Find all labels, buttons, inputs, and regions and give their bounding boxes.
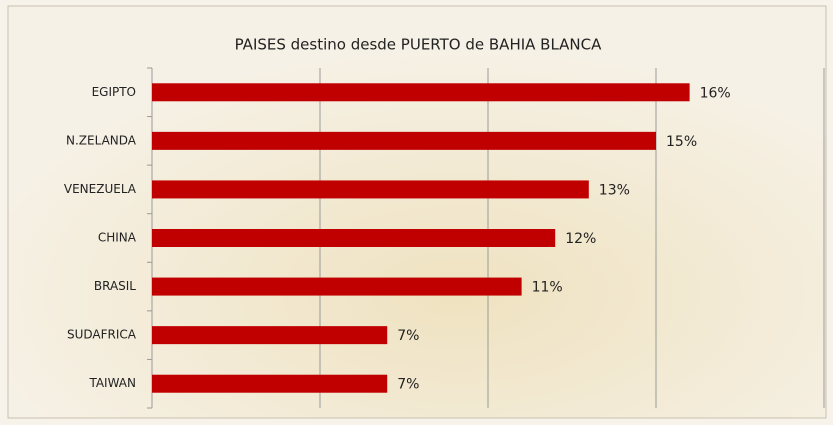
y-tick-label: N.ZELANDA: [66, 133, 137, 147]
data-label: 15%: [666, 134, 697, 150]
bar: [152, 131, 656, 150]
chart-title: PAISES destino desde PUERTO de BAHIA BLA…: [235, 36, 603, 54]
y-tick-label: TAIWAN: [88, 376, 136, 390]
chart-frame: [7, 5, 827, 419]
bar: [152, 277, 522, 296]
bar: [152, 83, 690, 102]
y-tick-label: SUDAFRICA: [67, 328, 137, 342]
y-tick-label: CHINA: [98, 231, 137, 245]
data-label: 16%: [700, 85, 731, 101]
bar: [152, 326, 388, 345]
data-label: 13%: [599, 182, 630, 198]
bar: [152, 374, 388, 393]
data-label: 7%: [397, 377, 419, 393]
bar: [152, 180, 589, 199]
y-tick-label: EGIPTO: [92, 85, 136, 99]
data-label: 12%: [565, 231, 596, 247]
y-tick-label: VENEZUELA: [64, 182, 137, 196]
data-label: 11%: [532, 280, 563, 296]
bar: [152, 229, 556, 247]
data-label: 7%: [397, 328, 419, 344]
y-tick-label: BRASIL: [94, 279, 136, 293]
